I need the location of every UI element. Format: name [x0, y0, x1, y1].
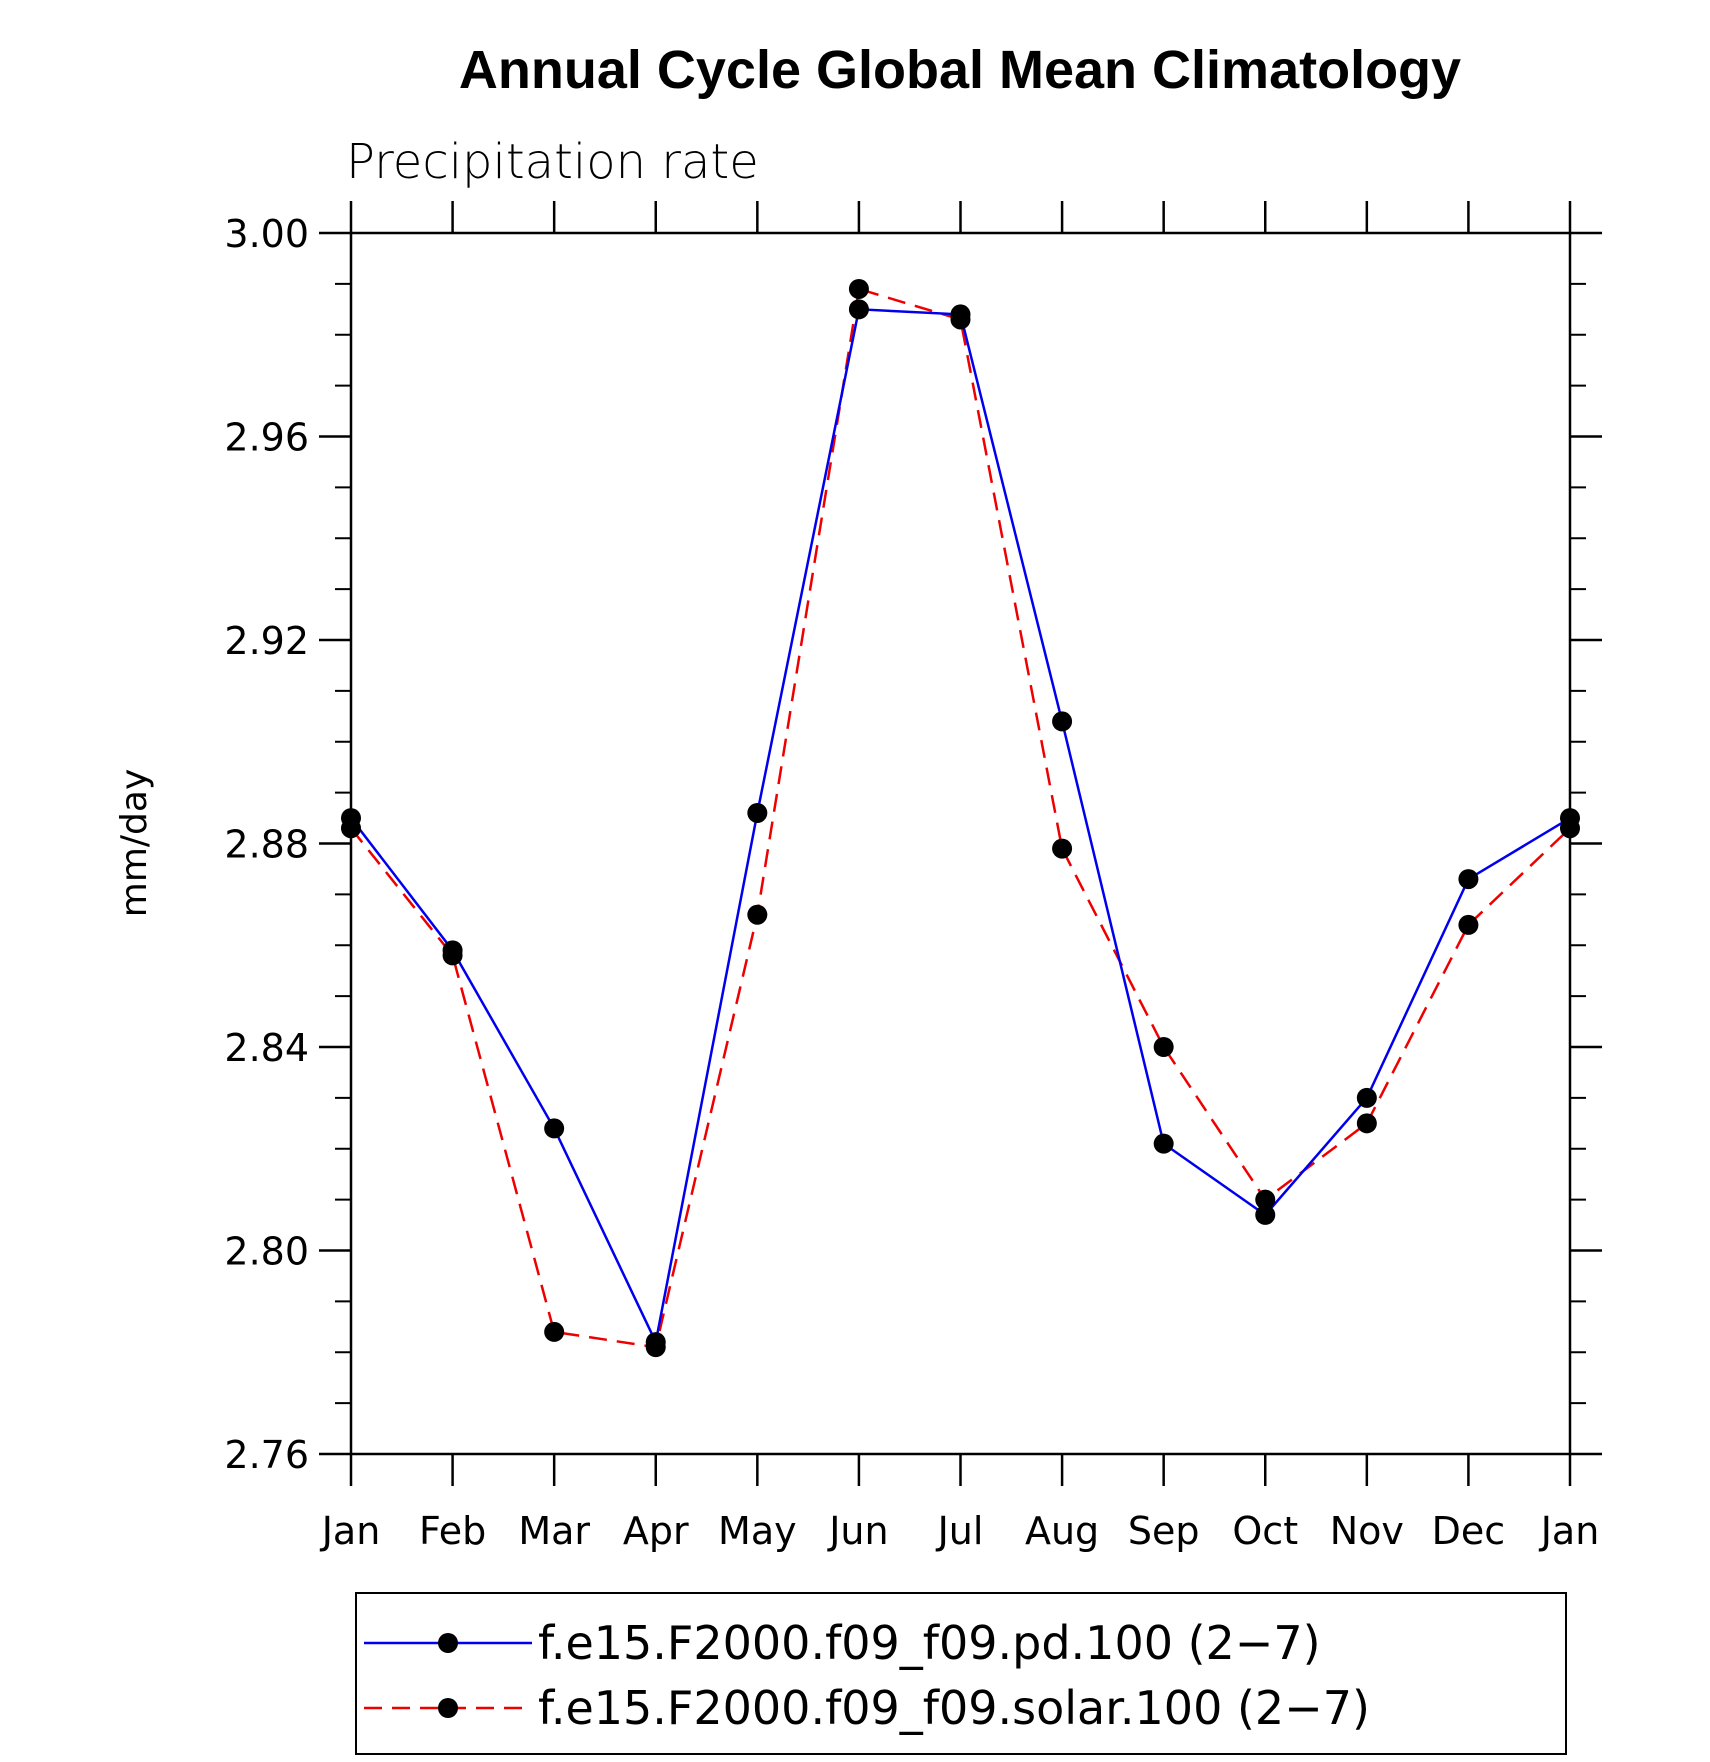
axes-layer: Jan Feb Mar Apr May Jun Jul Aug Sep Oct Nov Dec Jan2… — [224, 201, 1602, 1553]
data-point — [544, 1118, 565, 1139]
data-point — [1052, 838, 1073, 859]
data-point — [1356, 1087, 1377, 1108]
x-tick-label: Jun — [827, 1509, 888, 1553]
data-point — [1153, 1037, 1174, 1057]
legend-label: f.e15.F2000.f09_f09.solar.100 (2−7) — [538, 1681, 1370, 1735]
legend-items: f.e15.F2000.f09_f09.pd.100 (2−7) f.e15.F2… — [364, 1616, 1370, 1735]
data-point — [848, 299, 869, 320]
x-tick-label: Apr — [623, 1509, 689, 1553]
data-point — [645, 1332, 666, 1353]
legend: f.e15.F2000.f09_f09.pd.100 (2−7) f.e15.F2… — [355, 1592, 1567, 1755]
data-point — [950, 304, 971, 325]
x-tick-label: Aug — [1025, 1509, 1099, 1553]
y-tick-label: 2.80 — [224, 1230, 309, 1274]
chart-subtitle: Precipitation rate — [346, 134, 759, 190]
legend-box — [355, 1592, 1567, 1755]
y-axis-label: mm/day — [114, 769, 155, 917]
y-tick-label: 2.92 — [224, 619, 309, 663]
x-tick-label: Oct — [1232, 1509, 1298, 1553]
x-tick-label: Jan — [320, 1509, 381, 1553]
x-tick-label: Mar — [518, 1509, 590, 1553]
data-point — [848, 278, 869, 299]
x-tick-label: Dec — [1432, 1509, 1506, 1553]
data-point — [1153, 1133, 1174, 1154]
data-point — [1052, 711, 1073, 732]
y-tick-label: 2.76 — [224, 1433, 309, 1477]
x-tick-label: Feb — [419, 1509, 486, 1553]
y-tick-label: 3.00 — [224, 212, 309, 256]
x-tick-label: Jul — [936, 1509, 984, 1553]
data-point — [747, 802, 768, 823]
data-point — [1458, 869, 1479, 890]
series-line — [350, 287, 1571, 1349]
data-point — [1255, 1189, 1276, 1210]
data-point — [341, 808, 361, 829]
y-tick-label: 2.84 — [224, 1026, 309, 1070]
x-tick-label: May — [718, 1509, 797, 1553]
data-point — [1255, 1204, 1276, 1225]
series-layer — [341, 278, 1580, 1358]
data-point — [1560, 808, 1580, 829]
data-point — [747, 904, 768, 925]
x-tick-label: Nov — [1330, 1509, 1404, 1553]
data-point — [1458, 914, 1479, 935]
series-line — [350, 308, 1571, 1347]
legend-marker — [438, 1633, 458, 1653]
plot-frame — [349, 231, 1572, 1456]
data-point — [442, 940, 463, 961]
y-tick-label: 2.88 — [224, 823, 309, 867]
x-tick-label: Jan — [1539, 1509, 1600, 1553]
legend-label: f.e15.F2000.f09_f09.pd.100 (2−7) — [538, 1616, 1321, 1670]
y-tick-label: 2.96 — [224, 416, 309, 460]
legend-marker — [438, 1698, 458, 1718]
data-point — [544, 1321, 565, 1342]
x-tick-label: Sep — [1128, 1509, 1200, 1553]
data-point — [1356, 1113, 1377, 1134]
chart-title: Annual Cycle Global Mean Climatology — [459, 40, 1461, 100]
